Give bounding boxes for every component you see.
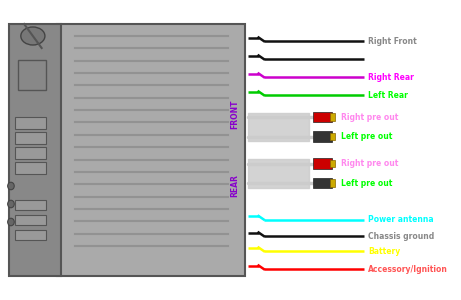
Ellipse shape [21,27,45,45]
Bar [15,162,46,174]
Text: Right Rear: Right Rear [368,73,414,82]
Bar [57,24,245,276]
Bar [330,179,335,187]
Text: Chassis ground: Chassis ground [368,232,434,241]
Bar [313,112,332,122]
Text: Left pre out: Left pre out [341,178,392,188]
Bar [15,132,46,144]
Text: Battery: Battery [368,247,401,256]
Text: Right Front: Right Front [368,37,417,46]
Bar [330,133,335,140]
Text: Left pre out: Left pre out [341,132,392,141]
Text: Power antenna: Power antenna [368,215,434,224]
Text: REAR: REAR [230,175,239,197]
Text: Left Rear: Left Rear [368,91,408,100]
Text: Right pre out: Right pre out [341,112,398,122]
Bar [313,131,332,142]
Bar [15,147,46,159]
Bar [15,117,46,129]
Bar [18,60,46,90]
Bar [15,230,46,240]
Ellipse shape [8,182,14,190]
Ellipse shape [8,218,14,226]
Bar [313,158,332,169]
Bar [330,113,335,121]
Bar [9,24,61,276]
Bar [15,214,46,225]
Ellipse shape [8,200,14,208]
Bar [15,200,46,210]
Bar [330,160,335,167]
Text: Accessory/Ignition: Accessory/Ignition [368,265,448,274]
Text: FRONT: FRONT [230,99,239,129]
Bar [313,178,332,188]
Text: Right pre out: Right pre out [341,159,398,168]
